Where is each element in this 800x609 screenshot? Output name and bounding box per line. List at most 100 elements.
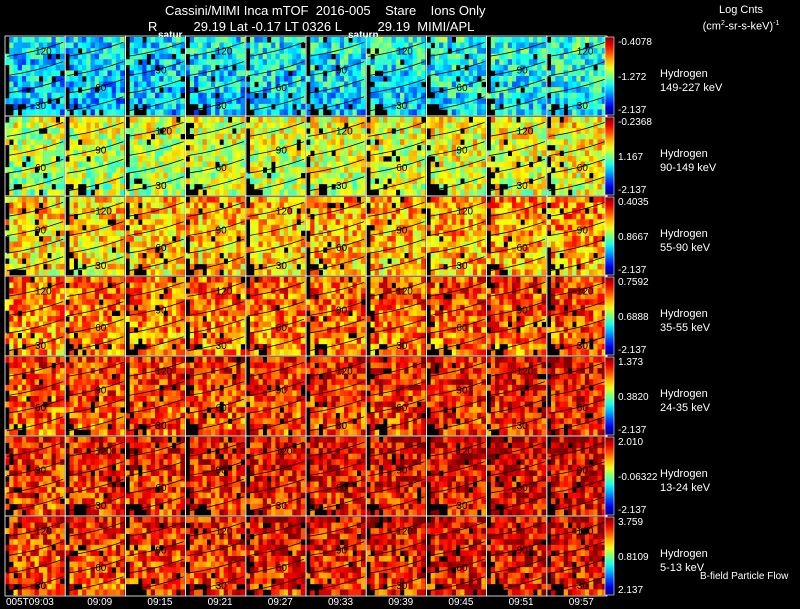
contour-2-2-2 — [127, 238, 184, 254]
contour-6-7-1 — [428, 541, 485, 556]
contour-3-2-3 — [127, 336, 184, 352]
species-label-6: Hydrogen 5-13 keV — [660, 547, 708, 575]
contour-label-2-5-2: 60 — [336, 243, 348, 254]
contour-label-5-0-1: 90 — [35, 466, 47, 477]
contour-1-7-2 — [428, 158, 485, 174]
contour-2-7-3 — [428, 256, 485, 272]
contour-3-2-1 — [127, 301, 184, 316]
contour-label-1-0-2: 60 — [35, 163, 47, 174]
panel-2-2 — [125, 195, 187, 277]
energy-range-6: 5-13 keV — [660, 562, 705, 574]
contour-6-3-2 — [187, 558, 244, 574]
contour-0-9-3 — [548, 96, 606, 112]
time-tick-2: 09:15 — [147, 597, 173, 608]
contour-3-3-1 — [187, 301, 244, 316]
contour-label-0-3-0: 120 — [216, 46, 233, 57]
units-pre: (cm — [702, 20, 721, 33]
contour-1-4-2 — [247, 158, 305, 174]
contour-3-1-3 — [67, 336, 124, 352]
contour-2-1-3 — [67, 256, 124, 272]
contour-3-5-3 — [307, 336, 365, 352]
contour-label-0-1-2: 60 — [95, 83, 107, 94]
contour-5-6-3 — [368, 496, 425, 512]
contour-5-4-0 — [247, 442, 305, 457]
contour-4-7-0 — [428, 362, 485, 377]
contour-2-2-3 — [127, 256, 184, 272]
contour-0-1-1 — [67, 61, 124, 76]
contour-0-4-1 — [247, 61, 305, 76]
panel-6-4 — [245, 515, 307, 597]
contour-label-3-0-3: 30 — [35, 341, 47, 352]
energy-range-4: 24-35 keV — [660, 402, 711, 414]
contour-4-6-0 — [368, 362, 425, 377]
contour-0-3-1 — [187, 61, 244, 76]
contour-label-5-1-3: 30 — [95, 501, 107, 512]
panel-0-8 — [486, 35, 548, 117]
species-label-2: Hydrogen 55-90 keV — [660, 227, 710, 255]
contour-0-1-3 — [67, 96, 124, 112]
contour-6-7-3 — [428, 576, 485, 592]
panel-2-0 — [4, 195, 66, 277]
panel-6-7 — [425, 515, 487, 597]
contour-label-1-8-0: 120 — [517, 126, 534, 137]
contour-4-9-1 — [548, 381, 606, 396]
contour-label-4-8-3: 30 — [517, 421, 529, 432]
panel-1-1 — [64, 115, 126, 197]
contour-6-9-3 — [548, 576, 606, 592]
contour-6-0-0 — [6, 522, 64, 537]
contour-4-4-3 — [247, 416, 305, 432]
contour-1-0-2 — [6, 158, 64, 174]
contour-6-0-2 — [6, 558, 64, 574]
contour-3-6-2 — [368, 318, 425, 334]
contour-4-6-2 — [368, 398, 425, 414]
contour-4-9-2 — [548, 398, 606, 414]
contour-label-4-1-1: 90 — [95, 386, 107, 397]
contour-0-0-3 — [6, 96, 64, 112]
panel-1-8 — [486, 115, 548, 197]
panel-2-9 — [546, 195, 608, 277]
contour-label-6-4-2: 60 — [276, 563, 288, 574]
contour-4-0-1 — [6, 381, 64, 396]
panel-5-3 — [185, 435, 247, 517]
contour-3-4-3 — [247, 336, 305, 352]
contour-5-9-0 — [548, 442, 606, 457]
contour-2-8-0 — [488, 202, 545, 217]
contour-4-1-1 — [67, 381, 124, 396]
species-label-0: Hydrogen 149-227 keV — [660, 67, 722, 95]
colorbar-frame-0 — [604, 36, 615, 116]
colorbar-frame-2 — [604, 196, 615, 276]
time-tick-0: 005T09:03 — [6, 597, 54, 608]
contour-4-8-1 — [488, 381, 545, 396]
contour-1-6-2 — [368, 158, 425, 174]
colorbar-min-6: 2.137 — [618, 585, 644, 596]
colorbar-3 — [605, 277, 614, 355]
contour-1-4-1 — [247, 141, 305, 156]
contour-0-6-0 — [368, 42, 425, 57]
contour-0-0-2 — [6, 78, 64, 94]
energy-band-3 — [4, 275, 608, 357]
panel-4-5 — [305, 355, 367, 437]
contour-2-2-0 — [127, 202, 184, 217]
contour-1-8-2 — [488, 158, 545, 174]
contour-3-0-0 — [6, 282, 64, 297]
contour-1-1-3 — [67, 176, 124, 192]
contour-5-0-0 — [6, 442, 64, 457]
contour-2-9-2 — [548, 238, 606, 254]
contour-3-0-3 — [6, 336, 64, 352]
colorbar-min-0: -2.137 — [618, 105, 647, 116]
contour-1-6-3 — [368, 176, 425, 192]
contour-5-2-2 — [127, 478, 184, 494]
contour-5-5-3 — [307, 496, 365, 512]
panel-5-4 — [245, 435, 307, 517]
contour-2-9-0 — [548, 202, 606, 217]
contour-label-2-3-1: 90 — [216, 226, 228, 237]
contour-4-0-3 — [6, 416, 64, 432]
contour-2-5-0 — [307, 202, 365, 217]
contour-label-0-9-0: 120 — [577, 46, 594, 57]
panel-4-1 — [64, 355, 126, 437]
contour-0-1-0 — [67, 42, 124, 57]
colorbar-max-1: -0.2368 — [618, 117, 652, 128]
contour-6-4-0 — [247, 522, 305, 537]
contour-1-2-3 — [127, 176, 184, 192]
species-label-3: Hydrogen 35-55 keV — [660, 307, 710, 335]
